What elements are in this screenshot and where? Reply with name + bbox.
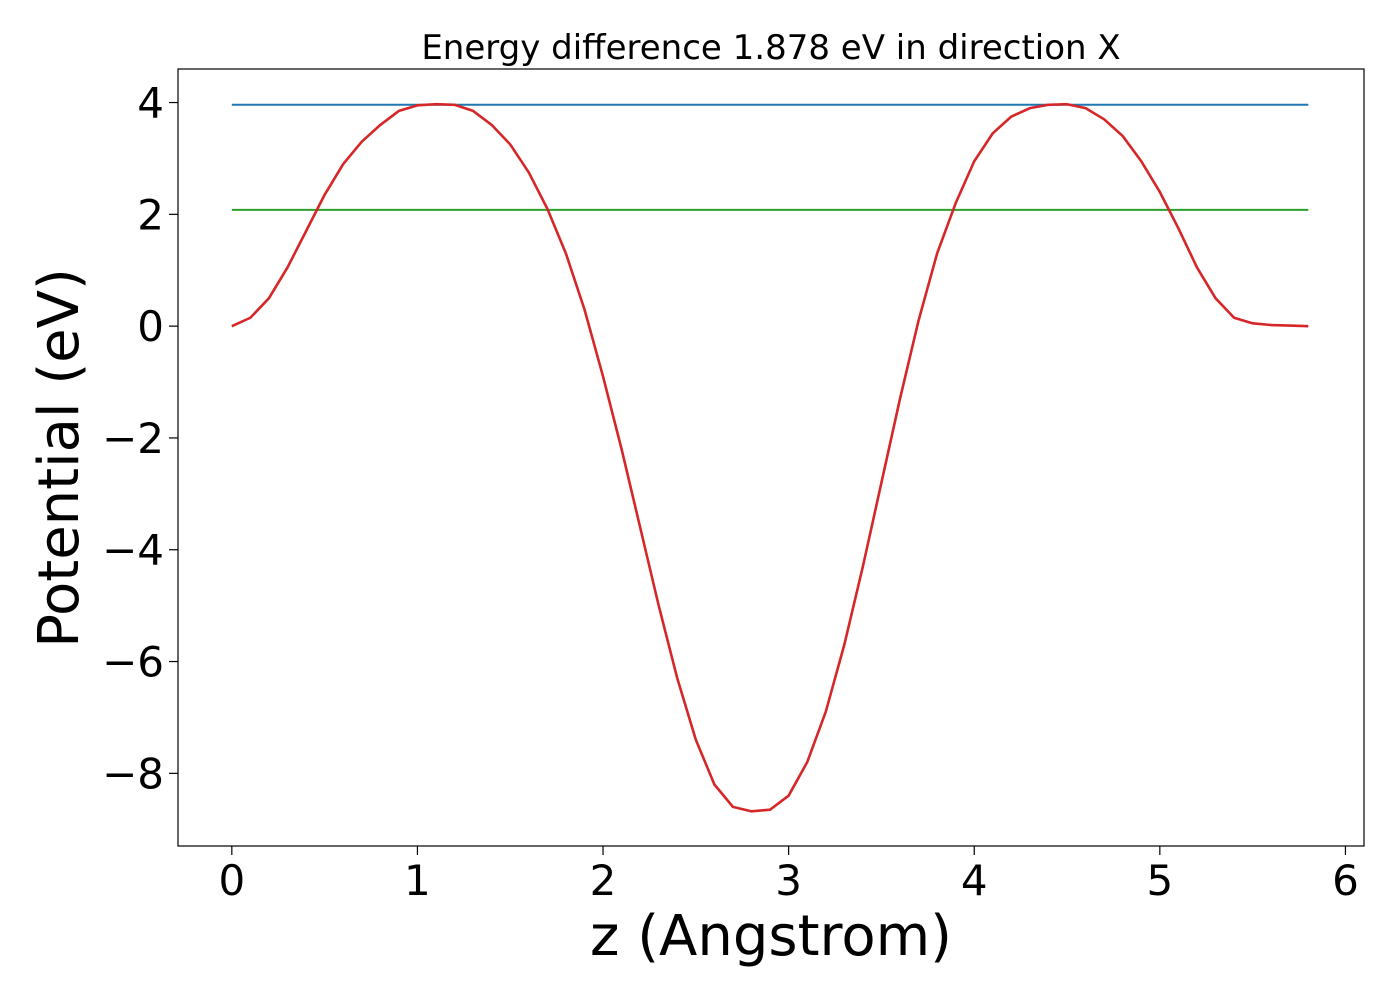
chart-title: Energy difference 1.878 eV in direction … [421,28,1120,68]
x-tick-label: 4 [961,856,988,905]
y-axis-label: Potential (eV) [27,268,92,648]
y-tick-label: −8 [102,749,164,798]
x-tick-label: 5 [1146,856,1173,905]
y-tick-label: −6 [102,638,164,687]
x-tick-label: 0 [218,856,245,905]
series-line-0 [231,102,1309,813]
x-axis-label: z (Angstrom) [590,904,952,969]
x-tick-label: 2 [590,856,617,905]
x-tick-label: 6 [1332,856,1359,905]
y-tick-label: −2 [102,414,164,463]
plot-area [177,68,1365,847]
x-tick-label: 3 [775,856,802,905]
plot-frame [177,68,1365,847]
y-tick-label: 2 [137,190,164,239]
y-tick-label: 0 [137,302,164,351]
y-axis-ticks: 4 2 0 −2 −4 −6 −8 [102,79,178,798]
x-tick-label: 1 [404,856,431,905]
x-axis-ticks: 0 1 2 3 4 5 6 [218,846,1359,905]
y-tick-label: 4 [137,79,164,128]
y-tick-label: −4 [102,526,164,575]
